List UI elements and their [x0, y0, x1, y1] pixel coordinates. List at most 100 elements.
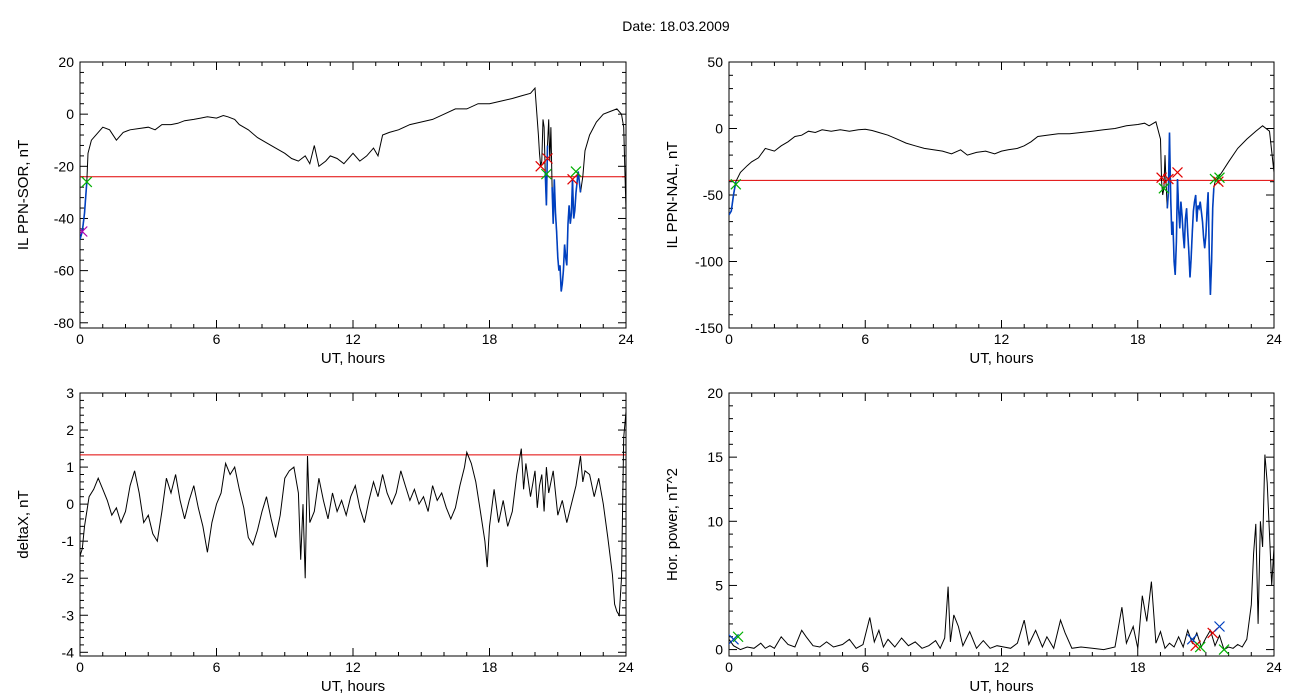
event-marker [1214, 621, 1225, 632]
highlight-segment [80, 181, 88, 240]
x-tick-label: 6 [861, 659, 869, 675]
x-tick-label: 0 [76, 331, 84, 347]
marker-stroke [1218, 644, 1230, 656]
marker-stroke [730, 178, 742, 190]
event-marker [1194, 641, 1206, 653]
x-axis-label: UT, hours [969, 678, 1033, 695]
chart-panel-power: 0 6 12 18 24 0 5 10 15 20 UT, hours Hor. power, nT^… [664, 385, 1282, 695]
series-line [729, 454, 1274, 651]
x-tick-label: 24 [1266, 331, 1282, 347]
x-tick-label: 18 [1130, 659, 1146, 675]
event-marker [1156, 172, 1168, 184]
event-marker [732, 631, 744, 643]
chart-panel-sor: 0 6 12 18 24 -80 -60 -40 -20 0 20 UT, hours IL PPN-S… [15, 54, 634, 367]
page-title: Date: 18.03.2009 [622, 18, 730, 34]
marker-stroke [1186, 633, 1198, 645]
marker-stroke [1214, 621, 1225, 632]
marker-stroke [732, 631, 744, 643]
highlight-segment [1166, 132, 1215, 295]
y-tick-label: -1 [62, 533, 75, 549]
marker-stroke [1162, 173, 1174, 185]
y-tick-label: -4 [62, 644, 75, 660]
marker-stroke [1194, 641, 1206, 653]
y-tick-label: -150 [695, 320, 723, 336]
x-tick-label: 12 [345, 331, 361, 347]
marker-stroke [570, 166, 582, 177]
highlight-segment [544, 145, 549, 206]
marker-stroke [1190, 640, 1202, 652]
x-tick-label: 24 [618, 659, 634, 675]
plot-frame [728, 61, 1275, 329]
y-tick-label: -100 [695, 254, 723, 270]
y-tick-label: -40 [54, 210, 74, 226]
x-tick-label: 18 [482, 659, 498, 675]
y-tick-label: 15 [707, 449, 723, 465]
marker-stroke [535, 160, 547, 172]
y-tick-label: 0 [66, 496, 74, 512]
highlight-segment [551, 171, 582, 292]
event-marker [542, 153, 553, 164]
x-tick-label: 24 [1266, 659, 1282, 675]
y-tick-label: 2 [66, 422, 74, 438]
y-tick-label: -2 [62, 570, 75, 586]
y-tick-label: 3 [66, 385, 74, 401]
y-tick-label: 20 [58, 54, 74, 70]
series-line [80, 86, 626, 292]
y-tick-label: 5 [715, 577, 723, 593]
y-tick-label: -50 [703, 187, 723, 203]
y-tick-label: 0 [715, 121, 723, 137]
event-marker [81, 176, 93, 188]
event-marker [1218, 644, 1230, 656]
plot-area [729, 454, 1274, 656]
x-axis-label: UT, hours [321, 678, 385, 695]
marker-stroke [1172, 166, 1183, 178]
y-tick-label: 0 [715, 642, 723, 658]
x-tick-label: 12 [994, 659, 1010, 675]
y-tick-label: 20 [707, 385, 723, 401]
plot-frame [79, 392, 627, 657]
event-marker [567, 173, 578, 185]
y-tick-label: 0 [66, 106, 74, 122]
x-tick-label: 0 [725, 659, 733, 675]
series-line [80, 411, 626, 617]
chart-panel-nal: 0 6 12 18 24 -150 -100 -50 0 50 UT, hours IL PPN-NA… [664, 54, 1282, 367]
event-marker [1162, 173, 1174, 185]
event-marker [1214, 172, 1225, 184]
x-tick-label: 6 [213, 331, 221, 347]
plot-frame [79, 61, 627, 329]
y-tick-label: 10 [707, 513, 723, 529]
x-tick-label: 18 [482, 331, 498, 347]
event-marker [570, 166, 582, 177]
x-tick-label: 12 [994, 331, 1010, 347]
marker-stroke [540, 168, 552, 180]
marker-stroke [1158, 182, 1170, 194]
marker-stroke [80, 226, 88, 235]
plot-area [729, 121, 1274, 295]
event-marker [1172, 166, 1183, 178]
x-tick-label: 18 [1130, 331, 1146, 347]
highlight-segment [729, 181, 737, 216]
y-tick-label: 50 [707, 54, 723, 70]
x-tick-label: 0 [76, 659, 84, 675]
marker-stroke [81, 176, 93, 188]
y-tick-label: -20 [54, 158, 74, 174]
event-marker [1212, 176, 1224, 188]
x-tick-label: 0 [725, 331, 733, 347]
event-marker [730, 178, 742, 190]
y-axis-label: IL PPN-NAL, nT [664, 142, 681, 249]
x-axis-label: UT, hours [969, 350, 1033, 367]
x-tick-label: 12 [345, 659, 361, 675]
y-axis-label: Hor. power, nT^2 [664, 468, 681, 581]
y-tick-label: -3 [62, 607, 75, 623]
series-line [729, 121, 1274, 295]
marker-stroke [1214, 172, 1225, 184]
event-marker [535, 160, 547, 172]
event-marker [1158, 182, 1170, 194]
marker-stroke [542, 153, 553, 164]
event-marker [540, 168, 552, 180]
x-tick-label: 6 [213, 659, 221, 675]
marker-stroke [567, 173, 578, 185]
plot-frame [728, 392, 1275, 657]
x-tick-label: 24 [618, 331, 634, 347]
